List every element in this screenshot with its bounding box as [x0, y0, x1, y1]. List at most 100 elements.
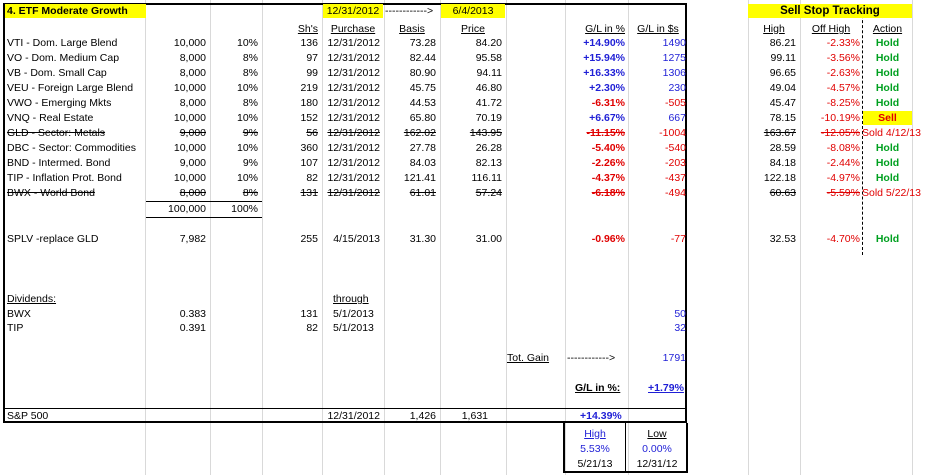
tot-gain-arrow: ------------> — [567, 352, 616, 364]
col-off-high: Off High — [811, 23, 851, 35]
row-pct: 9% — [242, 157, 258, 169]
sp500-date: 12/31/2012 — [327, 410, 380, 422]
row-action: Hold — [875, 67, 900, 79]
row-action: Sold 4/12/13 — [862, 127, 921, 139]
row-off: -3.56% — [826, 52, 860, 64]
splv-gl-pct: -0.96% — [591, 233, 625, 245]
dividend-tip-amount: 32 — [674, 322, 686, 334]
row-price: 57.24 — [475, 187, 502, 199]
col-gl-pct: G/L in % — [585, 23, 625, 35]
splv-action: Hold — [875, 233, 900, 245]
row-date: 12/31/2012 — [327, 112, 380, 124]
row-high: 122.18 — [763, 172, 796, 184]
row-date: 12/31/2012 — [327, 127, 380, 139]
row-gld: -203 — [664, 157, 686, 169]
row-pct: 8% — [242, 52, 258, 64]
row-action: Sell — [863, 111, 912, 125]
row-action: Hold — [875, 157, 900, 169]
dividend-bwx-name: BWX — [7, 308, 31, 320]
page-title: 4. ETF Moderate Growth — [5, 4, 146, 18]
splv-name: SPLV -replace GLD — [7, 233, 99, 245]
row-gld: -437 — [664, 172, 686, 184]
purchase-date-header: 12/31/2012 — [323, 4, 383, 18]
row-action: Hold — [875, 52, 900, 64]
row-shares: 136 — [300, 37, 318, 49]
row-shares: 107 — [300, 157, 318, 169]
row-alloc: 8,000 — [179, 67, 206, 79]
row-name: TIP - Inflation Prot. Bond — [7, 172, 122, 184]
row-action: Sold 5/22/13 — [862, 187, 921, 199]
row-date: 12/31/2012 — [327, 142, 380, 154]
dividend-bwx-date: 5/1/2013 — [333, 308, 374, 320]
row-glp: +6.67% — [589, 112, 625, 124]
high-low-divider — [625, 423, 626, 473]
row-basis: 121.41 — [403, 172, 436, 184]
row-price: 41.72 — [475, 97, 502, 109]
splv-allocation: 7,982 — [179, 233, 206, 245]
sell-stop-title: Sell Stop Tracking — [748, 4, 912, 18]
row-alloc: 10,000 — [173, 82, 206, 94]
row-shares: 180 — [300, 97, 318, 109]
splv-price: 31.00 — [475, 233, 502, 245]
row-gld: 1490 — [662, 37, 686, 49]
row-alloc: 10,000 — [173, 172, 206, 184]
splv-high: 32.53 — [769, 233, 796, 245]
row-high: 163.67 — [763, 127, 796, 139]
row-date: 12/31/2012 — [327, 97, 380, 109]
row-pct: 8% — [242, 97, 258, 109]
row-name: VB - Dom. Small Cap — [7, 67, 107, 79]
row-glp: -4.37% — [591, 172, 625, 184]
row-high: 60.63 — [769, 187, 796, 199]
totals-bottom-line — [146, 217, 262, 218]
row-pct: 8% — [242, 187, 258, 199]
current-date-header: 6/4/2013 — [441, 4, 505, 18]
row-basis: 82.44 — [409, 52, 436, 64]
row-pct: 9% — [242, 127, 258, 139]
dividends-label: Dividends: — [7, 293, 57, 305]
row-basis: 84.03 — [409, 157, 436, 169]
splv-gl-dollars: -77 — [670, 233, 686, 245]
total-allocation: 100,000 — [168, 203, 206, 215]
row-glp: -11.15% — [586, 127, 625, 139]
dividend-tip-rate: 0.391 — [179, 322, 206, 334]
dividend-tip-date: 5/1/2013 — [333, 322, 374, 334]
row-alloc: 10,000 — [173, 37, 206, 49]
row-gld: -540 — [664, 142, 686, 154]
row-name: BND - Intermed. Bond — [7, 157, 111, 169]
high-value: 5.53% — [580, 443, 610, 455]
row-off: -2.33% — [826, 37, 860, 49]
row-off: -2.63% — [826, 67, 860, 79]
row-pct: 10% — [236, 112, 258, 124]
row-high: 86.21 — [769, 37, 796, 49]
row-glp: -6.31% — [591, 97, 625, 109]
row-basis: 44.53 — [409, 97, 436, 109]
row-gld: 1275 — [662, 52, 686, 64]
row-glp: +2.30% — [589, 82, 625, 94]
row-shares: 99 — [306, 67, 318, 79]
row-date: 12/31/2012 — [327, 157, 380, 169]
row-date: 12/31/2012 — [327, 187, 380, 199]
row-name: VWO - Emerging Mkts — [7, 97, 112, 109]
low-label: Low — [647, 428, 667, 440]
row-glp: +14.90% — [583, 37, 625, 49]
tot-gain-value: 1791 — [662, 352, 686, 364]
row-price: 95.58 — [475, 52, 502, 64]
row-date: 12/31/2012 — [327, 52, 380, 64]
row-shares: 97 — [306, 52, 318, 64]
row-gld: 1306 — [662, 67, 686, 79]
row-shares: 131 — [300, 187, 318, 199]
row-glp: -6.18% — [591, 187, 625, 199]
row-high: 28.59 — [769, 142, 796, 154]
sp500-gl-pct: +14.39% — [580, 410, 622, 422]
splv-off-high: -4.70% — [826, 233, 860, 245]
row-basis: 80.90 — [409, 67, 436, 79]
row-alloc: 8,000 — [179, 187, 206, 199]
row-high: 49.04 — [769, 82, 796, 94]
splv-shares: 255 — [300, 233, 318, 245]
row-pct: 8% — [242, 67, 258, 79]
row-off: -8.25% — [826, 97, 860, 109]
row-price: 116.11 — [471, 172, 502, 184]
low-value: 0.00% — [642, 443, 672, 455]
date-arrow: ------------> — [385, 5, 434, 17]
row-basis: 73.28 — [409, 37, 436, 49]
